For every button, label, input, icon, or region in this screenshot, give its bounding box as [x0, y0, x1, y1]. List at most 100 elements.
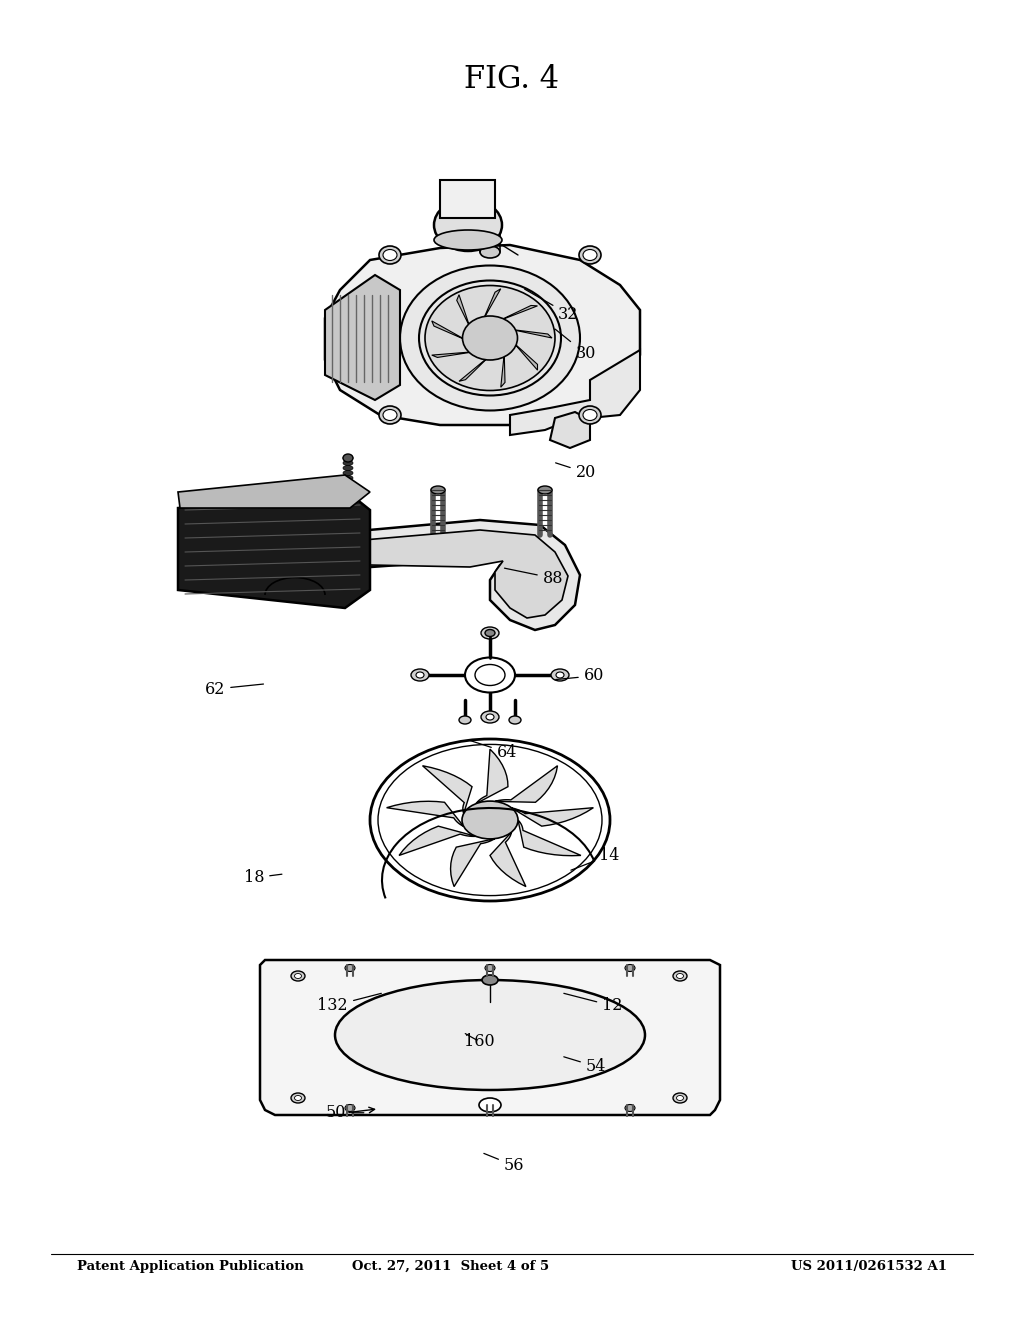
Ellipse shape: [579, 407, 601, 424]
Ellipse shape: [379, 246, 401, 264]
Text: US 2011/0261532 A1: US 2011/0261532 A1: [792, 1261, 947, 1272]
Ellipse shape: [673, 1093, 687, 1104]
Ellipse shape: [485, 207, 495, 213]
Ellipse shape: [551, 669, 569, 681]
Ellipse shape: [625, 1105, 635, 1111]
Ellipse shape: [479, 1098, 501, 1111]
Ellipse shape: [480, 216, 500, 228]
Polygon shape: [178, 490, 370, 609]
Text: 132: 132: [317, 994, 381, 1014]
Ellipse shape: [343, 455, 353, 461]
Text: 60: 60: [556, 668, 604, 684]
Ellipse shape: [463, 315, 517, 360]
Ellipse shape: [486, 714, 494, 719]
Polygon shape: [510, 350, 640, 436]
Polygon shape: [457, 294, 472, 331]
Ellipse shape: [291, 1093, 305, 1104]
Polygon shape: [178, 475, 370, 508]
Polygon shape: [507, 329, 552, 338]
Text: 56: 56: [484, 1154, 524, 1173]
Ellipse shape: [465, 657, 515, 693]
Polygon shape: [260, 960, 720, 1115]
Ellipse shape: [459, 715, 471, 723]
Ellipse shape: [425, 285, 555, 391]
Polygon shape: [481, 289, 501, 323]
Ellipse shape: [383, 409, 397, 421]
Ellipse shape: [481, 711, 499, 723]
Ellipse shape: [673, 972, 687, 981]
Ellipse shape: [291, 972, 305, 981]
Polygon shape: [451, 838, 495, 887]
Ellipse shape: [431, 486, 445, 494]
Ellipse shape: [486, 630, 494, 636]
Text: Oct. 27, 2011  Sheet 4 of 5: Oct. 27, 2011 Sheet 4 of 5: [352, 1261, 549, 1272]
Ellipse shape: [677, 1096, 683, 1101]
Ellipse shape: [538, 486, 552, 494]
Polygon shape: [518, 820, 581, 855]
Polygon shape: [432, 321, 471, 342]
Ellipse shape: [370, 739, 610, 902]
Ellipse shape: [462, 801, 518, 840]
Ellipse shape: [677, 974, 683, 978]
Polygon shape: [495, 766, 557, 803]
Ellipse shape: [411, 669, 429, 681]
Polygon shape: [387, 801, 464, 826]
Text: 18: 18: [244, 870, 282, 886]
Ellipse shape: [343, 466, 353, 470]
Ellipse shape: [383, 249, 397, 260]
Ellipse shape: [583, 249, 597, 260]
Ellipse shape: [343, 486, 353, 491]
Polygon shape: [501, 350, 505, 387]
Ellipse shape: [485, 965, 495, 972]
Text: 62: 62: [205, 681, 263, 697]
Ellipse shape: [343, 475, 353, 480]
Polygon shape: [490, 832, 526, 887]
Text: 64: 64: [469, 741, 517, 760]
Text: 32: 32: [524, 289, 579, 322]
Polygon shape: [550, 412, 590, 447]
Polygon shape: [511, 808, 593, 826]
Polygon shape: [496, 305, 538, 322]
Text: 12: 12: [564, 994, 623, 1014]
Polygon shape: [510, 339, 538, 370]
Polygon shape: [325, 246, 640, 425]
Text: 88: 88: [505, 568, 563, 586]
Ellipse shape: [343, 480, 353, 486]
Ellipse shape: [481, 627, 499, 639]
Ellipse shape: [343, 491, 353, 495]
Polygon shape: [258, 520, 580, 630]
Text: 50: 50: [326, 1105, 364, 1121]
Polygon shape: [325, 275, 400, 400]
Text: 30: 30: [555, 329, 596, 362]
Ellipse shape: [509, 715, 521, 723]
Text: 14: 14: [571, 847, 620, 870]
Ellipse shape: [434, 230, 502, 249]
Polygon shape: [459, 354, 492, 381]
Polygon shape: [476, 750, 508, 804]
Ellipse shape: [295, 974, 301, 978]
Ellipse shape: [475, 664, 505, 685]
Ellipse shape: [485, 630, 495, 636]
Ellipse shape: [295, 1096, 301, 1101]
Text: 54: 54: [564, 1057, 606, 1074]
Ellipse shape: [579, 246, 601, 264]
Ellipse shape: [343, 454, 353, 462]
Ellipse shape: [480, 246, 500, 257]
Ellipse shape: [556, 672, 564, 678]
Ellipse shape: [416, 672, 424, 678]
Polygon shape: [432, 351, 478, 358]
Ellipse shape: [345, 965, 355, 972]
Polygon shape: [423, 766, 472, 813]
Ellipse shape: [434, 199, 502, 251]
Polygon shape: [440, 180, 495, 218]
Ellipse shape: [335, 979, 645, 1090]
Polygon shape: [399, 826, 476, 855]
Ellipse shape: [400, 265, 580, 411]
Text: Patent Application Publication: Patent Application Publication: [77, 1261, 303, 1272]
Ellipse shape: [625, 965, 635, 972]
Ellipse shape: [343, 461, 353, 466]
Text: FIG. 4: FIG. 4: [465, 63, 559, 95]
Ellipse shape: [345, 1105, 355, 1111]
Ellipse shape: [379, 407, 401, 424]
Ellipse shape: [485, 1105, 495, 1111]
